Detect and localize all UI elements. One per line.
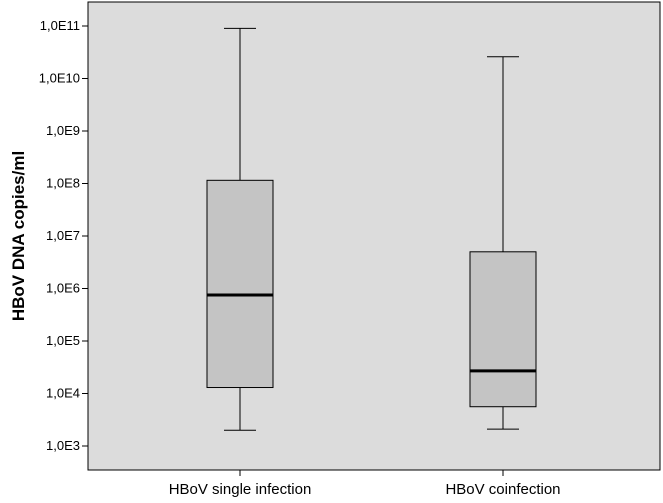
box-1 [206,27,274,431]
y-tick-label: 1,0E3 [46,438,80,453]
y-tick-label: 1,0E5 [46,333,80,348]
boxes-layer [206,27,537,431]
y-tick-label: 1,0E6 [46,281,80,296]
plot-area [87,1,661,471]
iqr-box [469,251,537,408]
y-tick-label: 1,0E7 [46,228,80,243]
x-category-label: HBoV single infection [169,481,312,498]
y-tick-label: 1,0E8 [46,176,80,191]
iqr-box [206,179,274,389]
y-tick-label: 1,0E4 [46,386,80,401]
y-tick-label: 1,0E11 [40,18,80,33]
y-tick-label: 1,0E9 [46,123,80,138]
y-tick-label: 1,0E10 [39,71,80,86]
x-category-label: HBoV coinfection [445,481,560,498]
box-2 [469,56,537,430]
y-axis-title: HBoV DNA copies/ml [9,151,28,321]
y-axis: 1,0E3 1,0E4 1,0E5 1,0E6 1,0E7 1,0E8 1,0E9 1,0E1… [39,18,88,453]
x-axis: HBoV single infection HBoV coinfection [169,470,561,498]
